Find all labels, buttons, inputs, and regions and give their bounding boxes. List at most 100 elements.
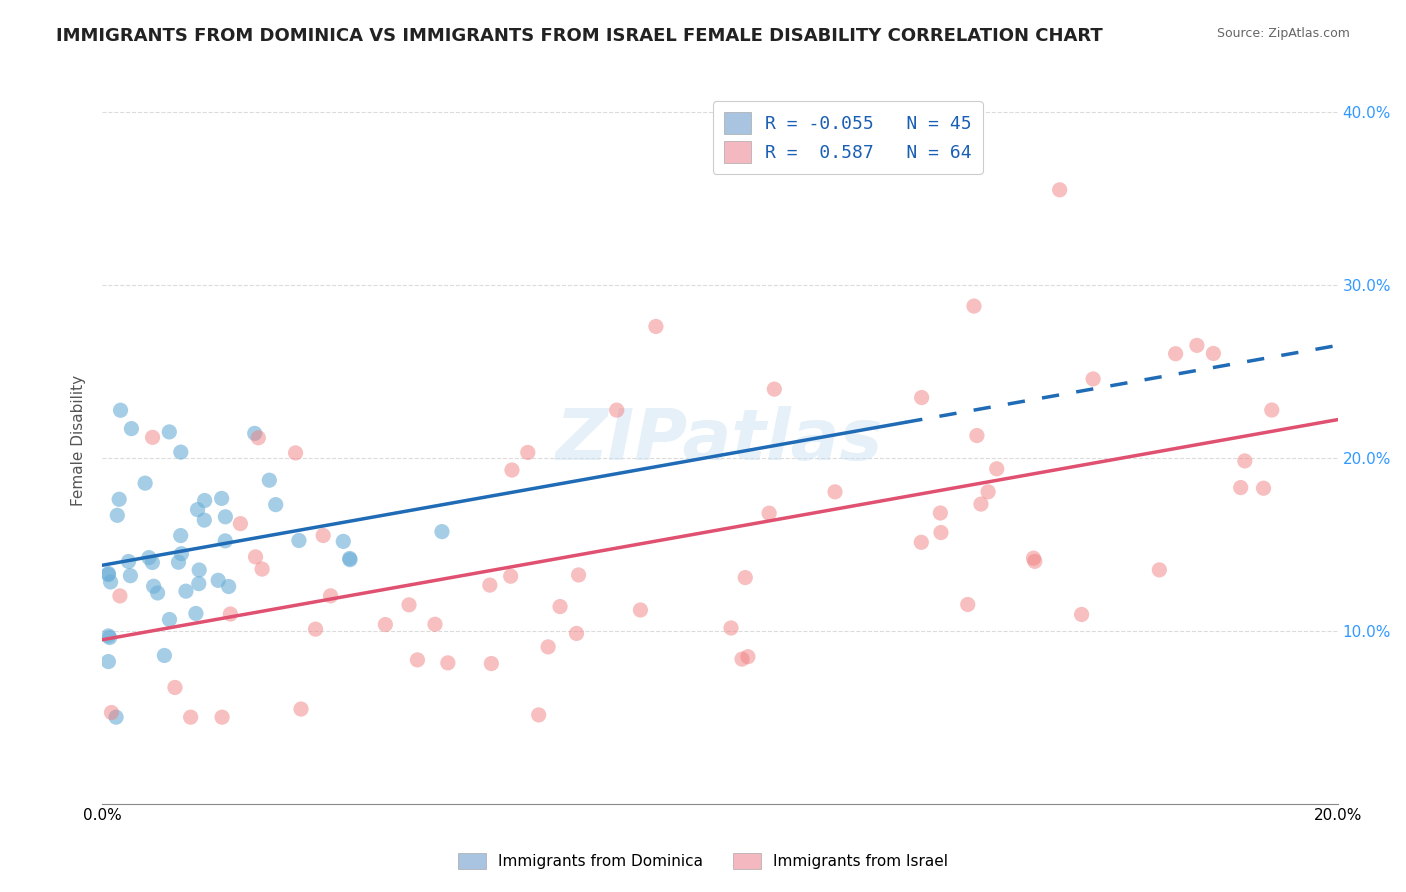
Point — [406, 653, 429, 667]
Point — [187, 502, 209, 516]
Point — [153, 648, 176, 663]
Point — [970, 497, 993, 511]
Point — [264, 498, 287, 512]
Point — [184, 607, 207, 621]
Point — [159, 612, 181, 626]
Point — [174, 584, 197, 599]
Point — [430, 524, 453, 539]
Point — [1024, 554, 1046, 568]
Point — [628, 603, 651, 617]
Point — [645, 319, 668, 334]
Point — [929, 525, 952, 540]
Point — [243, 426, 266, 441]
Point — [141, 556, 163, 570]
Point — [97, 567, 120, 582]
Point — [720, 621, 742, 635]
Point — [312, 528, 335, 542]
Point — [734, 570, 756, 584]
Point — [758, 506, 780, 520]
Point — [229, 516, 252, 531]
Point — [142, 579, 165, 593]
Point — [963, 299, 986, 313]
Point — [398, 598, 420, 612]
Point — [157, 425, 180, 439]
Point — [966, 428, 988, 442]
Point — [108, 492, 131, 507]
Point — [163, 681, 186, 695]
Point — [211, 710, 233, 724]
Point — [290, 702, 312, 716]
Point — [606, 403, 628, 417]
Point — [423, 617, 446, 632]
Point — [1253, 481, 1275, 495]
Point — [146, 586, 169, 600]
Point — [98, 631, 121, 645]
Point — [105, 710, 128, 724]
Point — [977, 484, 1000, 499]
Point — [214, 533, 236, 548]
Point — [218, 580, 240, 594]
Point — [170, 445, 193, 459]
Text: IMMIGRANTS FROM DOMINICA VS IMMIGRANTS FROM ISRAEL FEMALE DISABILITY CORRELATION: IMMIGRANTS FROM DOMINICA VS IMMIGRANTS F… — [56, 27, 1102, 45]
Point — [304, 622, 326, 636]
Point — [134, 476, 156, 491]
Point — [1022, 551, 1045, 566]
Point — [339, 551, 361, 566]
Point — [167, 555, 190, 569]
Point — [194, 493, 217, 508]
Point — [501, 463, 523, 477]
Point — [537, 640, 560, 654]
Point — [108, 589, 131, 603]
Point — [211, 491, 233, 506]
Point — [97, 566, 120, 581]
Point — [1081, 372, 1104, 386]
Point — [142, 430, 165, 444]
Y-axis label: Female Disability: Female Disability — [72, 375, 86, 506]
Point — [737, 649, 759, 664]
Point — [763, 382, 786, 396]
Point — [499, 569, 522, 583]
Point — [100, 706, 122, 720]
Point — [986, 462, 1008, 476]
Legend: Immigrants from Dominica, Immigrants from Israel: Immigrants from Dominica, Immigrants fro… — [451, 847, 955, 875]
Point — [824, 484, 846, 499]
Point — [120, 422, 142, 436]
Point — [120, 568, 142, 582]
Legend: R = -0.055   N = 45, R =  0.587   N = 64: R = -0.055 N = 45, R = 0.587 N = 64 — [713, 101, 983, 174]
Point — [956, 598, 979, 612]
Point — [565, 626, 588, 640]
Point — [319, 589, 342, 603]
Point — [527, 707, 550, 722]
Point — [97, 629, 120, 643]
Point — [219, 607, 242, 621]
Point — [110, 403, 132, 417]
Point — [247, 431, 270, 445]
Text: Source: ZipAtlas.com: Source: ZipAtlas.com — [1216, 27, 1350, 40]
Point — [170, 528, 193, 542]
Point — [478, 578, 501, 592]
Point — [1233, 454, 1256, 468]
Point — [516, 445, 538, 459]
Point — [207, 574, 229, 588]
Point — [188, 563, 211, 577]
Point — [117, 554, 139, 568]
Point — [911, 391, 934, 405]
Point — [245, 549, 267, 564]
Point — [214, 509, 236, 524]
Point — [170, 547, 193, 561]
Point — [1229, 481, 1251, 495]
Point — [259, 473, 281, 487]
Point — [1070, 607, 1092, 622]
Point — [138, 550, 160, 565]
Point — [374, 617, 396, 632]
Point — [100, 574, 122, 589]
Point — [1164, 347, 1187, 361]
Point — [731, 652, 754, 666]
Point — [288, 533, 311, 548]
Text: ZIPatlas: ZIPatlas — [557, 406, 883, 475]
Point — [910, 535, 932, 549]
Point — [437, 656, 460, 670]
Point — [929, 506, 952, 520]
Point — [180, 710, 202, 724]
Point — [97, 655, 120, 669]
